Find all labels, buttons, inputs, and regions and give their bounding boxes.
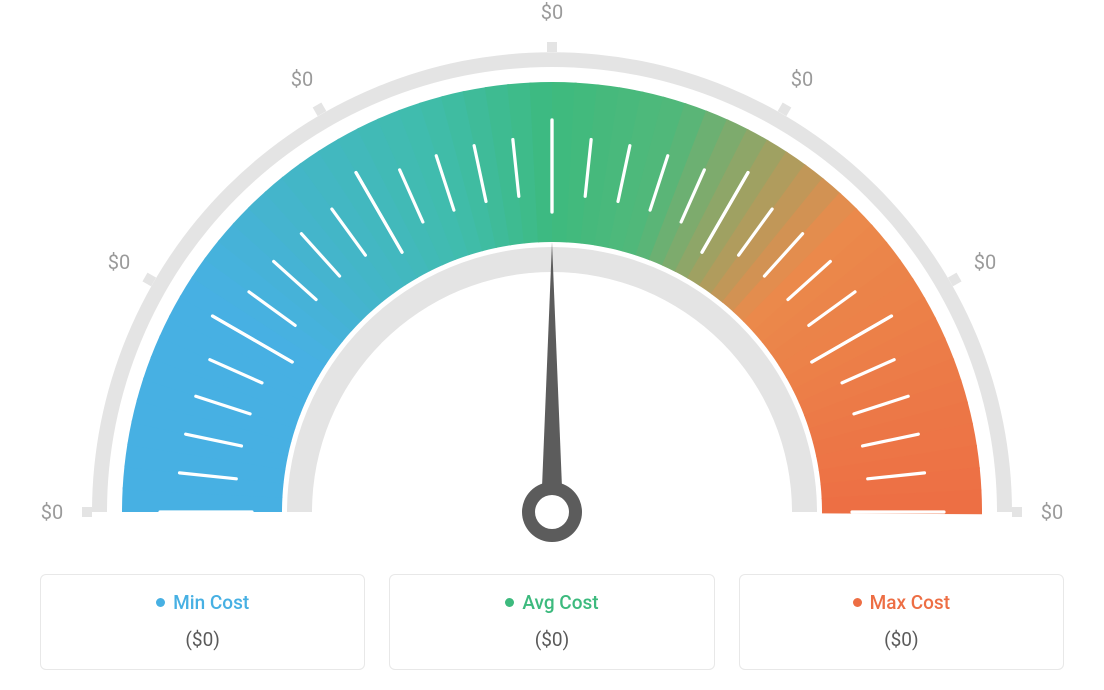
legend-value-max: ($0)	[752, 628, 1051, 651]
gauge-tick-label: $0	[974, 250, 996, 274]
legend-title-min: Min Cost	[156, 591, 249, 614]
gauge-tick-label: $0	[791, 67, 813, 91]
legend-label: Min Cost	[173, 591, 249, 614]
gauge-tick-label: $0	[41, 500, 63, 524]
gauge-chart: $0 $0 $0 $0 $0 $0 $0	[0, 0, 1104, 560]
legend-label: Avg Cost	[522, 591, 598, 614]
legend-value-avg: ($0)	[402, 628, 701, 651]
gauge-tick-label: $0	[291, 67, 313, 91]
legend-card-avg: Avg Cost ($0)	[389, 574, 714, 670]
gauge-tick-label: $0	[108, 250, 130, 274]
dot-icon	[853, 598, 862, 607]
legend-title-avg: Avg Cost	[505, 591, 598, 614]
legend-card-max: Max Cost ($0)	[739, 574, 1064, 670]
legend-title-max: Max Cost	[853, 591, 950, 614]
legend-card-min: Min Cost ($0)	[40, 574, 365, 670]
gauge-svg	[0, 0, 1104, 560]
legend-value-min: ($0)	[53, 628, 352, 651]
dot-icon	[505, 598, 514, 607]
legend-label: Max Cost	[870, 591, 950, 614]
gauge-tick-label: $0	[1041, 500, 1063, 524]
legend-row: Min Cost ($0) Avg Cost ($0) Max Cost ($0…	[0, 574, 1104, 670]
dot-icon	[156, 598, 165, 607]
gauge-tick-label: $0	[541, 0, 563, 24]
